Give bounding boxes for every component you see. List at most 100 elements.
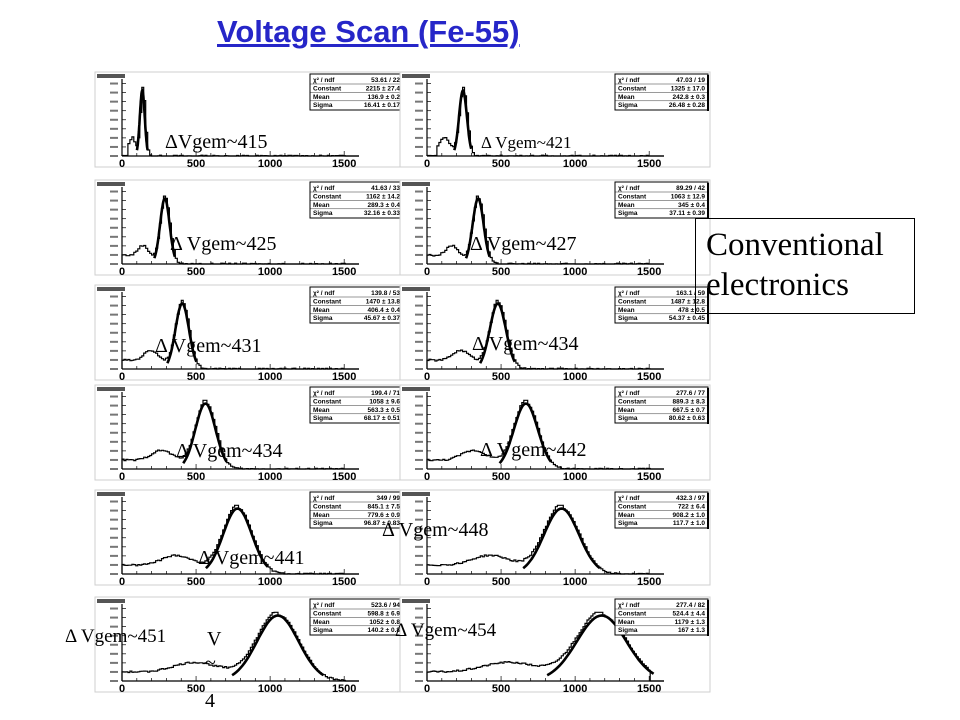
stray-text-tilde: ~ bbox=[205, 652, 216, 674]
y-tick-label bbox=[415, 322, 423, 325]
stats-key: Sigma bbox=[618, 415, 638, 422]
stats-value: 563.3 ± 0.5 bbox=[368, 407, 401, 414]
x-tick-label: 0 bbox=[119, 371, 125, 383]
stats-key: Constant bbox=[618, 610, 647, 617]
stats-value: 277.6 / 77 bbox=[676, 390, 705, 397]
voltage-label: Δ Vgem~434 bbox=[176, 440, 282, 462]
stats-value: 1325 ± 17.0 bbox=[671, 85, 706, 92]
x-tick-label: 0 bbox=[119, 266, 125, 278]
x-tick-label: 500 bbox=[187, 266, 205, 278]
stats-value: 598.8 ± 6.9 bbox=[368, 610, 401, 617]
histogram-panel: 0 500 1000 1500 χ² / ndf 163.1 / 59 Constant 14… bbox=[399, 284, 711, 383]
histogram-panel: 0 500 1000 1500 χ² / ndf 139.8 / 53 Constant 14… bbox=[94, 284, 406, 383]
y-tick-label bbox=[415, 680, 423, 682]
stats-key: χ² / ndf bbox=[618, 185, 640, 192]
y-tick-label bbox=[110, 536, 118, 539]
stats-key: Constant bbox=[313, 503, 342, 510]
stats-key: Constant bbox=[313, 610, 342, 617]
gaussian-fit bbox=[453, 88, 473, 151]
x-tick-label: 500 bbox=[492, 158, 510, 170]
stats-key: χ² / ndf bbox=[618, 77, 640, 84]
voltage-label: Δ Vgem~421 bbox=[481, 133, 572, 152]
stats-key: Constant bbox=[313, 193, 342, 200]
y-tick-label bbox=[415, 235, 423, 238]
y-tick-label bbox=[110, 413, 118, 416]
stats-key: χ² / ndf bbox=[313, 495, 335, 502]
x-tick-label: 500 bbox=[187, 371, 205, 383]
y-tick-label bbox=[415, 468, 423, 470]
x-tick-label: 1000 bbox=[258, 158, 282, 170]
y-tick-label bbox=[110, 91, 118, 94]
y-tick-label bbox=[110, 235, 118, 238]
stats-key: Sigma bbox=[618, 102, 638, 109]
stats-key: Mean bbox=[618, 512, 635, 519]
stats-value: 163.1 / 59 bbox=[676, 290, 705, 297]
y-tick-label bbox=[415, 199, 423, 202]
y-tick-label bbox=[110, 563, 118, 566]
y-tick-label bbox=[415, 190, 423, 193]
y-tick-label bbox=[415, 313, 423, 316]
stats-value: 53.61 / 22 bbox=[371, 77, 400, 84]
x-tick-label: 1500 bbox=[332, 266, 356, 278]
y-tick-label bbox=[415, 226, 423, 229]
stats-key: Mean bbox=[313, 619, 330, 626]
y-tick-label bbox=[110, 500, 118, 503]
histogram-series bbox=[121, 399, 359, 470]
x-tick-label: 500 bbox=[492, 266, 510, 278]
y-tick-label bbox=[110, 217, 118, 220]
x-tick-label: 500 bbox=[492, 471, 510, 483]
histogram-panel: 0 500 1000 1500 χ² / ndf 349 / 99 Constant 845.… bbox=[94, 489, 406, 588]
y-tick-label bbox=[110, 616, 118, 619]
stats-value: 432.3 / 97 bbox=[676, 495, 705, 502]
gaussian-fit bbox=[464, 197, 491, 259]
stats-key: Constant bbox=[618, 398, 647, 405]
x-tick-label: 1500 bbox=[332, 158, 356, 170]
histogram-series bbox=[121, 86, 359, 157]
x-tick-label: 0 bbox=[424, 371, 430, 383]
x-tick-label: 0 bbox=[424, 683, 430, 695]
stats-key: χ² / ndf bbox=[313, 77, 335, 84]
x-tick-label: 1000 bbox=[258, 471, 282, 483]
y-tick-label bbox=[110, 573, 118, 575]
stats-key: Sigma bbox=[618, 520, 638, 527]
stats-value: 96.87 ± 0.83 bbox=[364, 520, 400, 527]
panel-title-box bbox=[97, 387, 125, 391]
voltage-label: Δ Vgem~451 bbox=[65, 626, 166, 647]
y-tick-label bbox=[415, 82, 423, 85]
y-tick-label bbox=[415, 563, 423, 566]
voltage-label: Δ Vgem~431 bbox=[155, 335, 261, 357]
y-tick-label bbox=[110, 652, 118, 655]
x-tick-label: 0 bbox=[119, 158, 125, 170]
stats-value: 1058 ± 9.6 bbox=[369, 398, 400, 405]
y-tick-label bbox=[415, 295, 423, 298]
stats-key: Mean bbox=[313, 307, 330, 314]
stats-value: 139.8 / 53 bbox=[371, 290, 400, 297]
panel-title-box bbox=[97, 492, 125, 496]
x-tick-label: 500 bbox=[187, 683, 205, 695]
x-tick-label: 0 bbox=[424, 471, 430, 483]
panel-title-box bbox=[402, 492, 430, 496]
stats-value: 478 ± 0.5 bbox=[678, 307, 705, 314]
x-tick-label: 500 bbox=[187, 576, 205, 588]
x-tick-label: 1500 bbox=[332, 371, 356, 383]
y-tick-label bbox=[110, 518, 118, 521]
stats-key: χ² / ndf bbox=[313, 290, 335, 297]
stats-box bbox=[614, 181, 709, 219]
histogram-panel: 0 500 1000 1500 χ² / ndf 523.6 / 94 Constant 59… bbox=[65, 596, 406, 695]
stats-value: 1063 ± 12.9 bbox=[671, 193, 706, 200]
stats-box bbox=[309, 491, 404, 529]
stats-value: 277.4 / 82 bbox=[676, 602, 705, 609]
y-tick-label bbox=[415, 634, 423, 637]
x-tick-label: 0 bbox=[119, 683, 125, 695]
stats-key: χ² / ndf bbox=[313, 390, 335, 397]
y-tick-label bbox=[415, 573, 423, 575]
stats-value: 2215 ± 27.4 bbox=[366, 85, 401, 92]
stats-box bbox=[614, 598, 709, 636]
stats-value: 26.48 ± 0.28 bbox=[669, 102, 705, 109]
stats-key: χ² / ndf bbox=[313, 185, 335, 192]
y-tick-label bbox=[110, 208, 118, 211]
histogram-series bbox=[426, 299, 664, 370]
x-tick-label: 1000 bbox=[258, 371, 282, 383]
stats-box bbox=[309, 386, 404, 424]
x-tick-label: 1500 bbox=[637, 471, 661, 483]
